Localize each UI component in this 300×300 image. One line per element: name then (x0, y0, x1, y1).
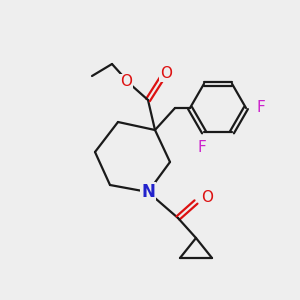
Text: O: O (201, 190, 213, 206)
Text: O: O (160, 67, 172, 82)
Text: F: F (256, 100, 265, 116)
Text: N: N (141, 183, 155, 201)
Text: F: F (198, 140, 206, 155)
Text: O: O (120, 74, 132, 89)
